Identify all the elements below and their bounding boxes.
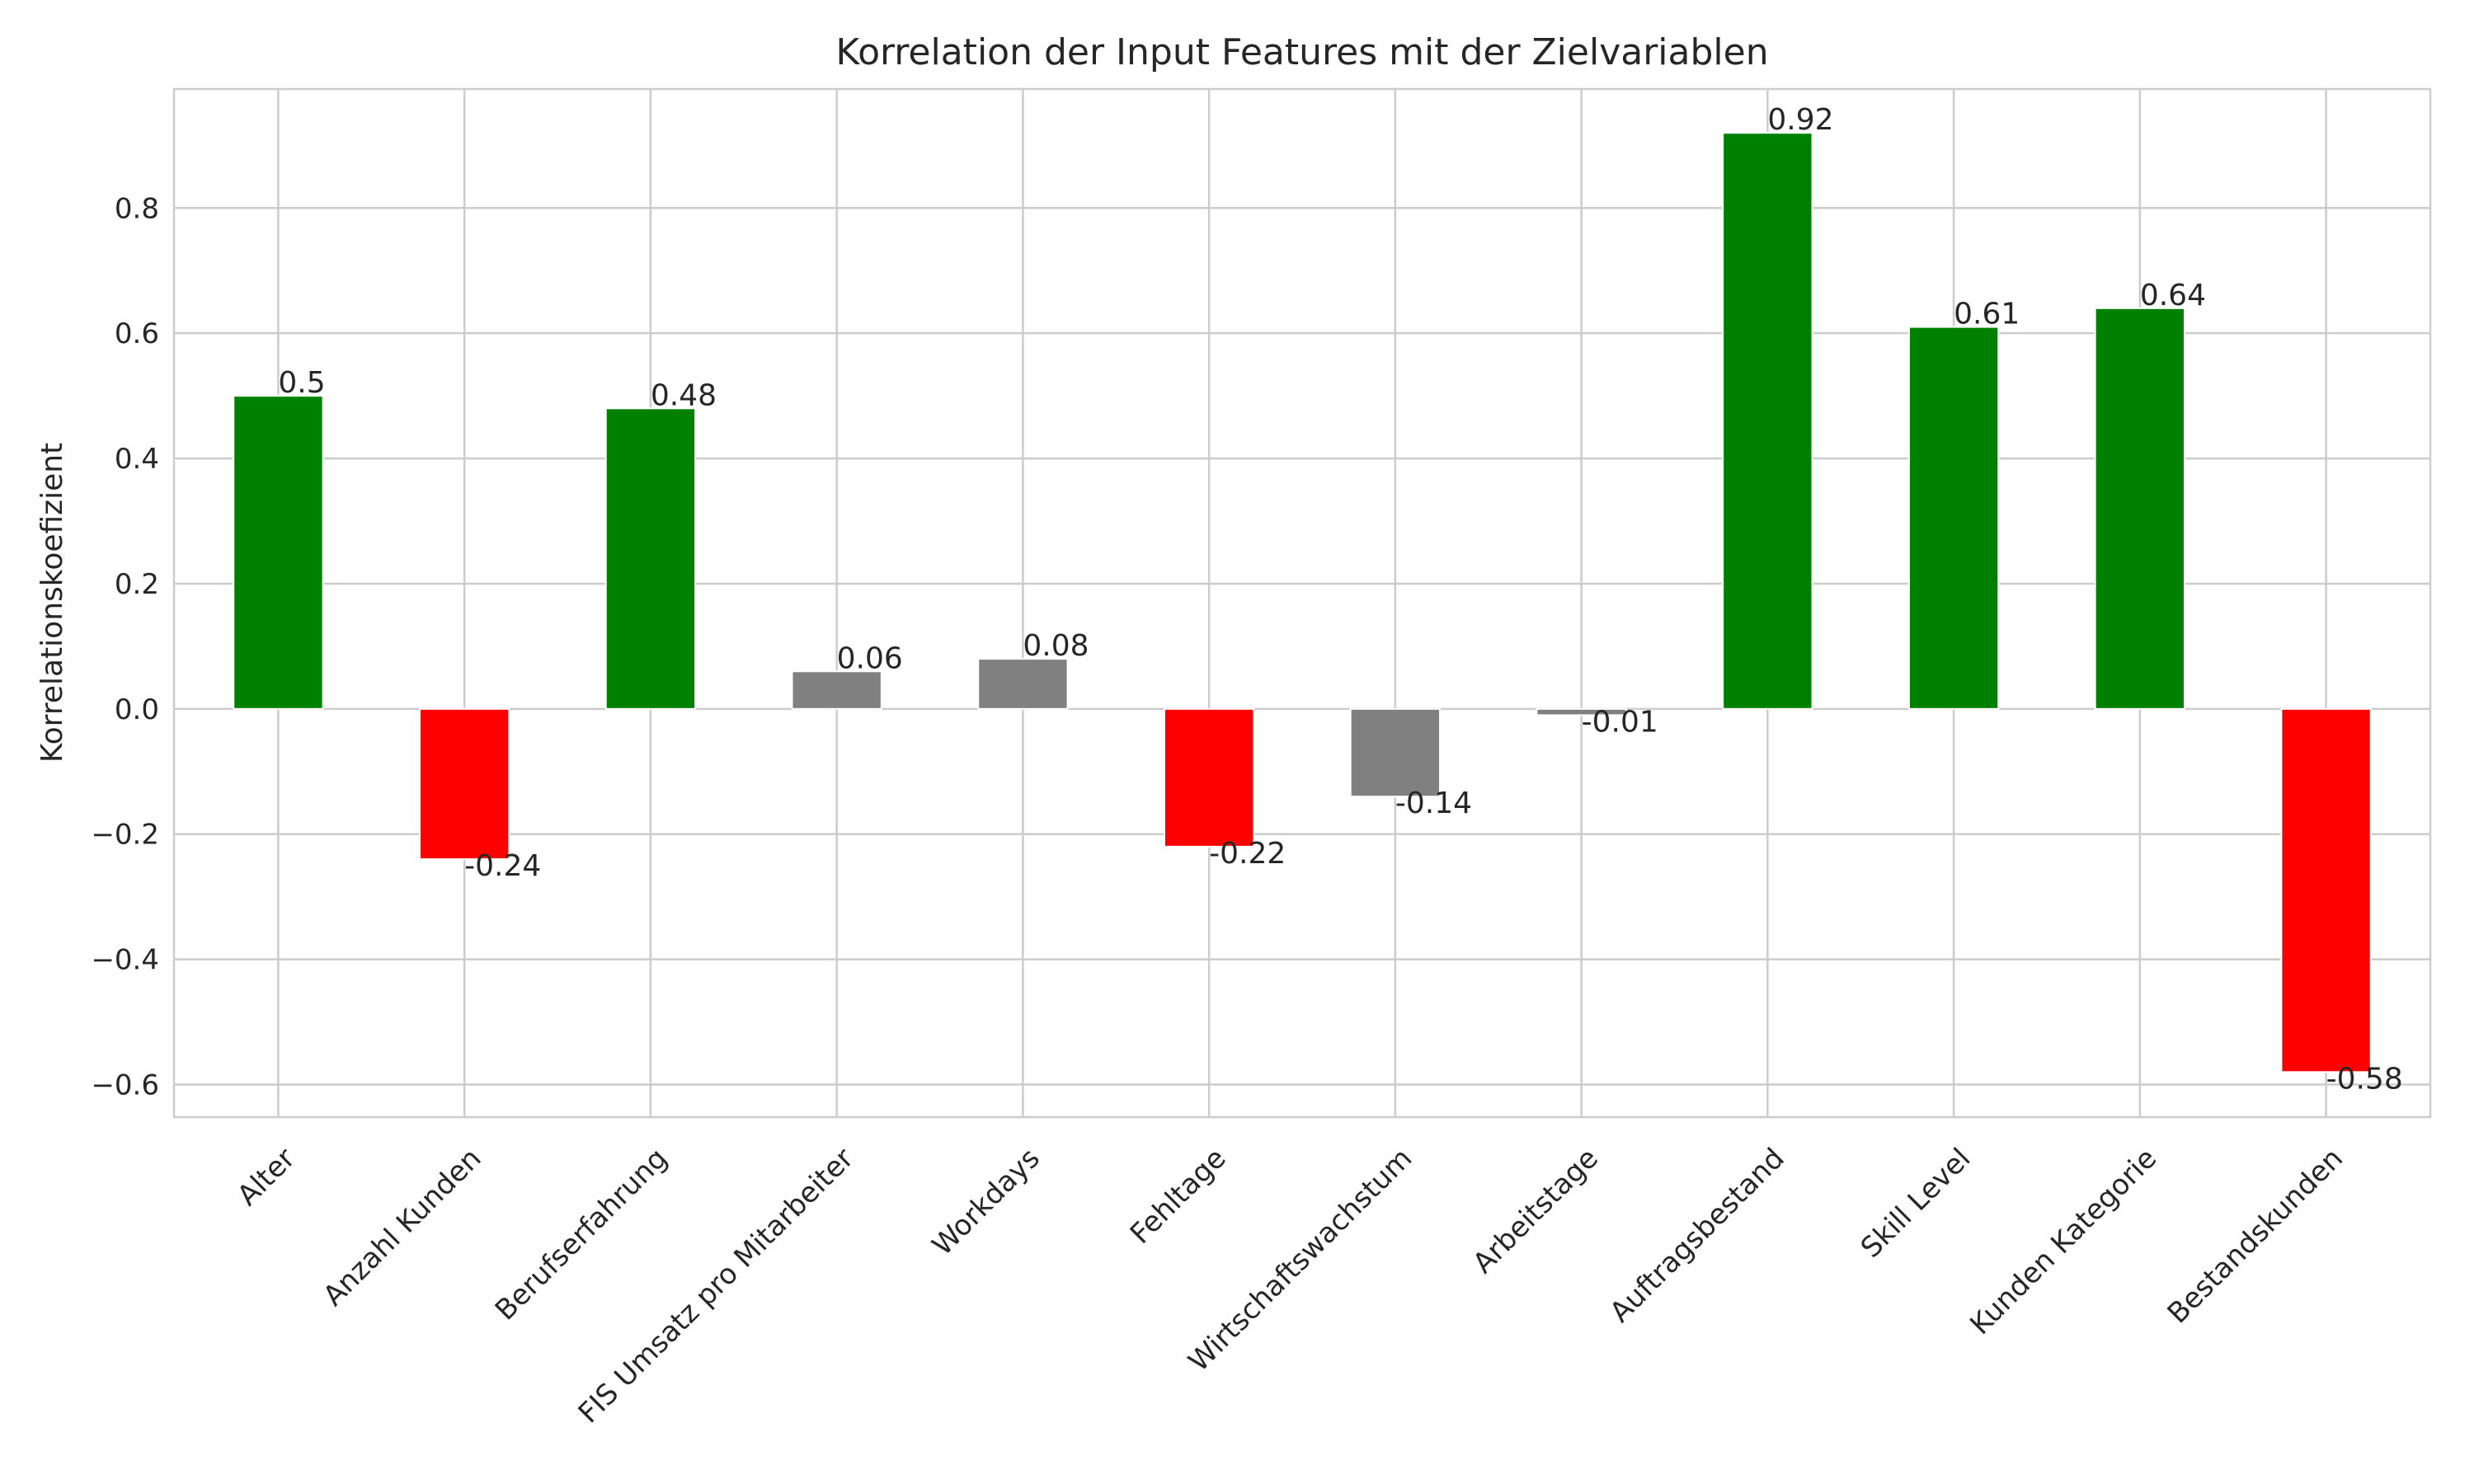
y-tick-label: 0.2 — [115, 568, 159, 601]
bar-value-label: -0.24 — [464, 849, 541, 883]
y-axis-label: Korrelationskoefizient — [35, 443, 69, 763]
bar-anzahl-kunden — [418, 707, 510, 861]
x-tick-label: Skill Level — [1855, 1142, 1978, 1265]
bar-fehltage — [1163, 707, 1255, 848]
bar-workdays — [977, 658, 1069, 710]
bar-value-label: 0.64 — [2140, 279, 2206, 312]
bar-value-label: 0.92 — [1767, 103, 1833, 137]
x-tick-label: Workdays — [926, 1142, 1047, 1262]
x-tick-label: Alter — [231, 1142, 302, 1213]
bar-kunden-kategorie — [2094, 307, 2186, 710]
y-tick-label: 0.6 — [115, 317, 159, 350]
bar-value-label: -0.22 — [1209, 837, 1286, 871]
y-tick-label: −0.4 — [91, 944, 159, 977]
bar-value-label: 0.5 — [278, 366, 325, 400]
bar-wirtschaftswachstum — [1349, 707, 1442, 798]
y-tick-label: 0.8 — [115, 192, 159, 225]
bar-value-label: -0.14 — [1395, 787, 1472, 820]
bar-skill-level — [1907, 326, 2000, 710]
bar-value-label: 0.61 — [1954, 298, 2020, 331]
bar-berufserfahrung — [604, 407, 697, 710]
x-tick-label: Auftragsbestand — [1604, 1142, 1791, 1329]
x-tick-label: Arbeitstage — [1466, 1142, 1605, 1280]
bar-value-label: 0.48 — [651, 378, 717, 412]
bar-bestandskunden — [2280, 707, 2372, 1073]
y-tick-label: −0.6 — [91, 1069, 159, 1102]
x-tick-label: Anzahl Kunden — [317, 1142, 487, 1313]
x-tick-label: Bestandskunden — [2161, 1142, 2349, 1330]
bar-fis-umsatz-pro-mitarbeiter — [791, 670, 882, 710]
bar-alter — [233, 395, 324, 710]
bar-value-label: -0.58 — [2326, 1062, 2403, 1096]
bar-value-label: -0.01 — [1582, 705, 1658, 739]
x-tick-label: Fehltage — [1124, 1142, 1233, 1251]
bar-value-label: 0.06 — [837, 641, 903, 675]
plot-frame — [172, 87, 2432, 1119]
bar-auftragsbestand — [1722, 132, 1813, 710]
chart-title: Korrelation der Input Features mit der Z… — [835, 31, 1768, 73]
bar-arbeitstage — [1536, 707, 1627, 716]
x-tick-label: Berufserfahrung — [489, 1142, 674, 1327]
y-tick-label: −0.2 — [91, 819, 159, 852]
x-tick-label: Kunden Kategorie — [1964, 1142, 2163, 1341]
y-tick-label: 0.4 — [115, 443, 159, 476]
bar-value-label: 0.08 — [1023, 629, 1089, 663]
y-tick-label: 0.0 — [115, 693, 159, 726]
